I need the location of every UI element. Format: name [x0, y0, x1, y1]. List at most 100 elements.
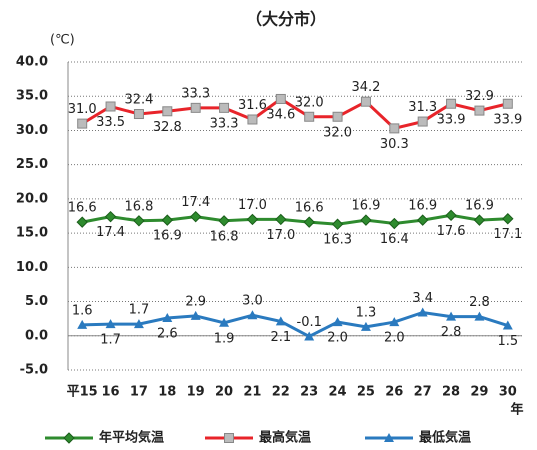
data-label: 16.3 — [323, 233, 352, 248]
marker — [502, 320, 513, 330]
marker — [63, 432, 75, 444]
data-label: 3.0 — [242, 294, 263, 309]
y-tick-label: 15.0 — [16, 226, 48, 241]
marker — [474, 105, 485, 116]
data-label: 16.8 — [124, 199, 153, 214]
data-label: 32.8 — [153, 120, 182, 135]
marker — [417, 307, 428, 317]
data-label: 32.9 — [465, 89, 494, 104]
marker — [360, 96, 371, 107]
marker — [105, 319, 116, 329]
y-tick-label: 20.0 — [16, 191, 48, 206]
marker — [416, 214, 429, 226]
chart-title: （大分市） — [246, 10, 326, 29]
x-tick-label: 28 — [442, 385, 460, 400]
legend-label: 最高気温 — [259, 430, 311, 446]
data-label: 16.9 — [408, 199, 437, 214]
data-label: 16.9 — [351, 199, 380, 214]
marker — [224, 433, 234, 443]
x-tick-label: 29 — [470, 385, 488, 400]
marker — [219, 102, 230, 113]
y-axis-label: (℃) — [50, 33, 75, 48]
x-tick-label: 22 — [272, 385, 290, 400]
y-tick-label: 10.0 — [16, 260, 48, 275]
x-tick-label: 18 — [158, 385, 176, 400]
marker — [161, 214, 174, 226]
y-tick-label: 5.0 — [25, 294, 48, 309]
marker — [389, 317, 400, 327]
marker — [473, 214, 486, 226]
data-label: 16.6 — [295, 201, 324, 216]
data-label: 17.4 — [96, 225, 125, 240]
data-label: 30.3 — [380, 137, 409, 152]
data-label: 34.6 — [266, 107, 295, 122]
data-label: 34.2 — [351, 80, 380, 95]
y-tick-label: 25.0 — [16, 157, 48, 172]
marker — [389, 123, 400, 134]
y-tick-label: 0.0 — [25, 328, 48, 343]
marker — [162, 312, 173, 322]
data-label: 1.7 — [129, 303, 150, 318]
data-label: 16.9 — [465, 199, 494, 214]
legend-label: 最低気温 — [419, 430, 471, 446]
marker — [304, 331, 315, 341]
marker — [133, 109, 144, 120]
data-label: 32.4 — [124, 93, 153, 108]
data-label: 32.0 — [295, 95, 324, 110]
marker — [247, 310, 258, 320]
data-label: 33.3 — [210, 116, 239, 131]
marker — [218, 215, 230, 227]
marker — [360, 321, 371, 331]
data-label: 16.9 — [153, 229, 182, 244]
data-label: 17.0 — [238, 198, 267, 213]
x-axis-label: 年 — [510, 402, 523, 418]
x-tick-label: 27 — [414, 385, 432, 400]
data-label: 31.6 — [238, 98, 267, 113]
data-label: 33.3 — [181, 86, 210, 101]
x-tick-label: 16 — [102, 385, 120, 400]
marker — [332, 317, 343, 327]
data-label: 1.5 — [497, 334, 518, 349]
marker — [360, 214, 372, 226]
data-label: 17.6 — [437, 224, 466, 239]
data-label: 1.3 — [356, 305, 377, 320]
x-tick-label: 26 — [385, 385, 403, 400]
data-label: 1.6 — [72, 303, 93, 318]
marker — [304, 111, 315, 122]
data-label: 17.1 — [493, 227, 522, 242]
data-label: 33.5 — [96, 115, 125, 130]
data-label: 31.3 — [408, 100, 437, 115]
marker — [275, 316, 286, 326]
marker — [384, 433, 394, 442]
marker — [219, 317, 230, 327]
data-label: 32.0 — [323, 125, 352, 140]
marker — [445, 209, 457, 222]
x-tick-label: 30 — [499, 385, 517, 400]
marker — [77, 319, 88, 329]
data-label: 2.1 — [270, 330, 291, 345]
marker — [331, 218, 344, 230]
data-label: 2.8 — [469, 295, 490, 310]
marker — [133, 319, 144, 329]
marker — [247, 114, 258, 125]
data-label: 2.6 — [157, 326, 178, 341]
marker — [275, 213, 287, 226]
marker — [104, 210, 117, 223]
marker — [446, 311, 457, 321]
marker — [275, 93, 286, 104]
series-line — [81, 97, 509, 131]
data-label: 2.0 — [384, 331, 405, 346]
marker — [190, 102, 201, 113]
data-label: 3.4 — [412, 291, 433, 306]
data-label: 16.4 — [380, 232, 409, 247]
marker — [77, 118, 88, 129]
marker — [303, 216, 315, 228]
x-tick-label: 23 — [300, 385, 318, 400]
x-tick-label: 21 — [243, 385, 261, 400]
data-label: 2.9 — [185, 294, 206, 309]
marker — [76, 216, 88, 228]
data-label: 33.9 — [493, 112, 522, 127]
marker — [246, 213, 259, 226]
x-tick-label: 平15 — [67, 385, 98, 400]
